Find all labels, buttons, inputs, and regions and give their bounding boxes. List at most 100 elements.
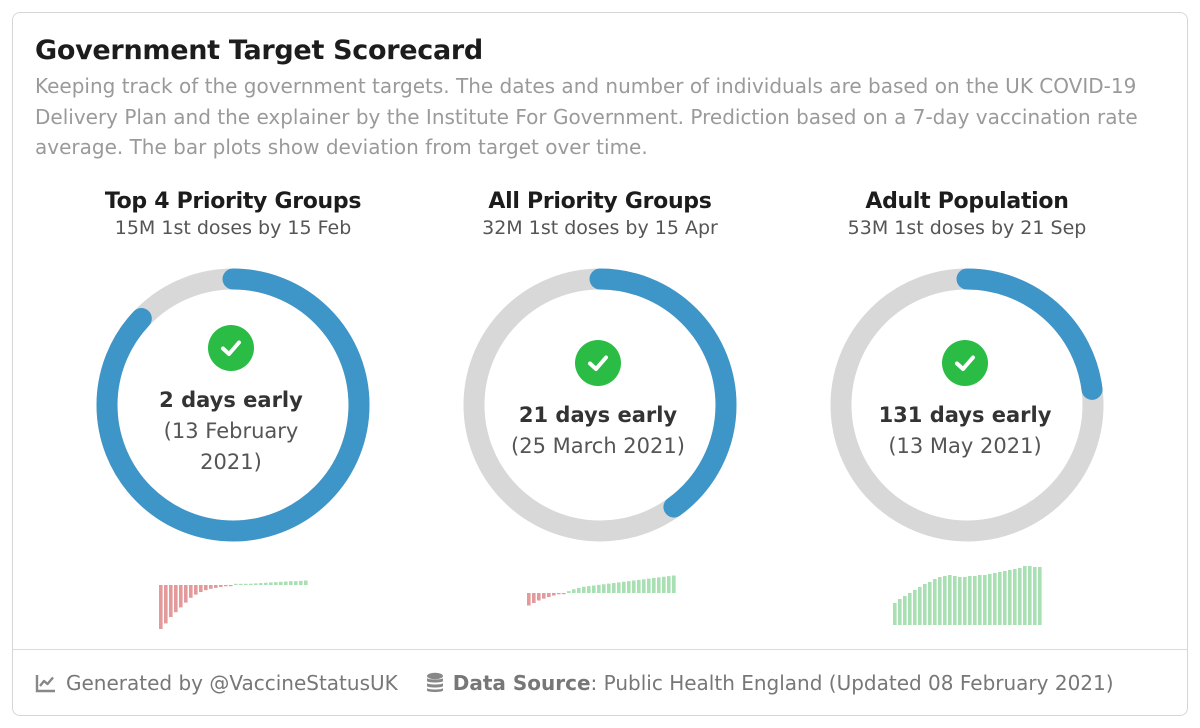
line-chart-icon — [35, 673, 57, 693]
footer: Generated by @VaccineStatusUK Data Sourc… — [35, 671, 1114, 695]
deviation-bar — [948, 575, 952, 625]
deviation-bar — [1013, 569, 1017, 625]
deviation-bar — [159, 585, 163, 629]
deviation-bar — [552, 593, 556, 596]
deviation-sparkline-top4 — [159, 580, 308, 629]
deviation-bar — [557, 593, 561, 595]
deviation-bar — [993, 573, 997, 625]
ring-progress — [463, 268, 737, 542]
deviation-bar — [1033, 567, 1037, 625]
deviation-bar — [239, 583, 243, 585]
deviation-bar — [637, 579, 641, 593]
deviation-bar — [642, 579, 646, 593]
target-status: 2 days early (13 February 2021) — [131, 385, 331, 478]
deviation-bar — [214, 585, 218, 588]
deviation-bar — [169, 585, 173, 617]
deviation-bar — [953, 576, 957, 625]
ring-progress — [96, 268, 370, 542]
deviation-bar — [908, 593, 912, 625]
deviation-bar — [1008, 570, 1012, 625]
deviation-bar — [988, 574, 992, 625]
deviation-bar — [622, 581, 626, 593]
deviation-bar — [958, 577, 962, 625]
deviation-bar — [657, 577, 661, 593]
progress-ring-all-priority — [463, 268, 737, 542]
target-header-adult: Adult Population 53M 1st doses by 21 Sep — [777, 189, 1157, 239]
deviation-bar — [219, 585, 223, 587]
deviation-bar — [973, 576, 977, 625]
target-header-all-priority: All Priority Groups 32M 1st doses by 15 … — [410, 189, 790, 239]
days-early-label: 131 days early — [878, 403, 1052, 427]
ring-progress — [830, 268, 1104, 542]
deviation-bar — [1018, 568, 1022, 625]
progress-ring-adult — [830, 268, 1104, 542]
deviation-bar — [983, 575, 987, 625]
deviation-bar — [667, 576, 671, 593]
deviation-bar — [602, 584, 606, 593]
deviation-bar — [224, 585, 228, 587]
deviation-bar — [537, 593, 541, 601]
deviation-bar — [943, 576, 947, 625]
deviation-bar — [274, 582, 278, 585]
target-subtitle: 53M 1st doses by 21 Sep — [847, 217, 1087, 239]
deviation-bar — [607, 583, 611, 593]
deviation-bar — [617, 582, 621, 593]
deviation-bar — [572, 589, 576, 593]
deviation-bar — [249, 583, 253, 585]
deviation-bar — [587, 586, 591, 593]
deviation-bar — [893, 603, 897, 625]
progress-ring-top4 — [96, 268, 370, 542]
deviation-sparkline-adult — [893, 566, 1042, 625]
deviation-bar — [284, 581, 288, 585]
deviation-bar — [179, 585, 183, 608]
target-subtitle: 32M 1st doses by 15 Apr — [482, 217, 718, 239]
deviation-sparkline-all-priority — [527, 575, 676, 606]
deviation-bar — [978, 575, 982, 625]
deviation-bar — [304, 580, 308, 585]
deviation-bar — [229, 585, 233, 587]
deviation-bar — [542, 593, 546, 599]
deviation-bar — [194, 585, 198, 595]
check-circle-icon — [575, 340, 621, 386]
deviation-bar — [164, 585, 168, 624]
deviation-bar — [662, 576, 666, 593]
predicted-date: (25 March 2021) — [511, 434, 685, 458]
target-status: 21 days early (25 March 2021) — [498, 400, 698, 462]
deviation-bar — [532, 593, 536, 603]
deviation-bar — [562, 593, 566, 595]
predicted-date: (13 May 2021) — [888, 434, 1042, 458]
deviation-bar — [647, 578, 651, 593]
deviation-bar — [928, 582, 932, 625]
deviation-bar — [998, 572, 1002, 625]
target-status: 131 days early (13 May 2021) — [865, 400, 1065, 462]
data-source-text: : Public Health England (Updated 08 Febr… — [590, 671, 1114, 695]
check-circle-icon — [942, 340, 988, 386]
deviation-bar — [269, 582, 273, 585]
check-circle-icon — [208, 325, 254, 371]
deviation-bar — [294, 581, 298, 585]
deviation-bar — [592, 585, 596, 593]
deviation-bar — [189, 585, 193, 598]
deviation-bar — [1003, 571, 1007, 625]
deviation-bar — [652, 578, 656, 593]
target-header-top4: Top 4 Priority Groups 15M 1st doses by 1… — [43, 189, 423, 239]
deviation-bar — [259, 583, 263, 585]
deviation-bar — [1028, 566, 1032, 625]
target-title: Adult Population — [865, 189, 1069, 214]
deviation-bar — [184, 585, 188, 603]
deviation-bar — [254, 583, 258, 585]
deviation-bar — [672, 575, 676, 593]
deviation-bar — [209, 585, 213, 589]
footer-divider — [13, 649, 1187, 650]
deviation-bar — [577, 588, 581, 593]
deviation-bar — [244, 583, 248, 585]
days-early-label: 2 days early — [159, 388, 303, 412]
deviation-bar — [612, 583, 616, 593]
deviation-bar — [632, 580, 636, 593]
deviation-bar — [963, 577, 967, 625]
deviation-bar — [289, 581, 293, 585]
days-early-label: 21 days early — [518, 403, 678, 427]
generated-by-text: Generated by @VaccineStatusUK — [66, 671, 398, 695]
deviation-bar — [527, 593, 531, 606]
data-source-label: Data Source — [452, 671, 591, 695]
